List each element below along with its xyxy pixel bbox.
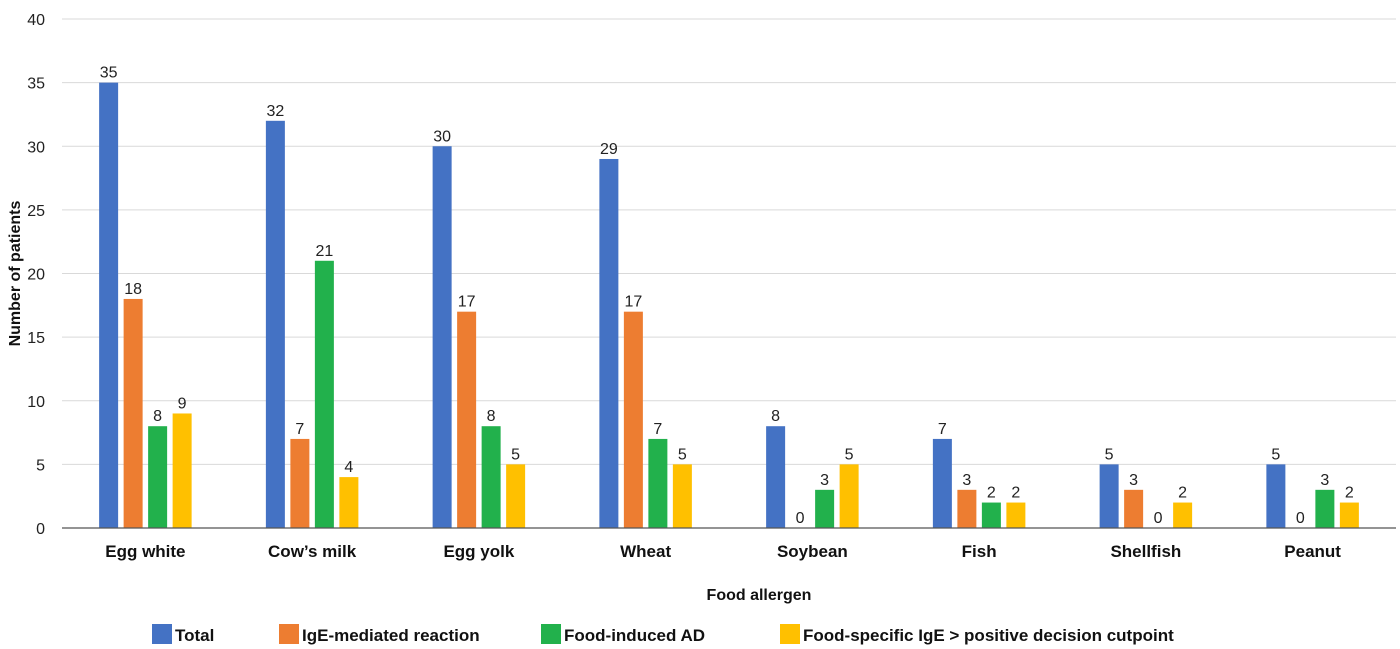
y-tick-label: 0 bbox=[36, 521, 45, 538]
data-label: 3 bbox=[1129, 472, 1138, 489]
bar bbox=[314, 260, 334, 528]
bar bbox=[290, 438, 310, 528]
x-tick-label: Cow’s milk bbox=[268, 542, 357, 561]
data-label: 5 bbox=[1105, 446, 1114, 463]
data-label: 5 bbox=[678, 446, 687, 463]
data-label: 9 bbox=[178, 395, 187, 412]
bar bbox=[1339, 502, 1359, 528]
data-label: 8 bbox=[153, 408, 162, 425]
legend-label: IgE-mediated reaction bbox=[302, 626, 480, 645]
bar bbox=[623, 311, 643, 528]
bar bbox=[815, 489, 835, 528]
data-label: 2 bbox=[1345, 485, 1354, 502]
y-tick-label: 25 bbox=[27, 203, 45, 220]
legend: Total IgE-mediated reaction Food-induced A… bbox=[152, 624, 1174, 645]
x-axis-title: Food allergen bbox=[707, 587, 812, 604]
data-label: 18 bbox=[124, 281, 142, 298]
data-label: 5 bbox=[511, 446, 520, 463]
data-label: 32 bbox=[266, 103, 284, 120]
x-tick-label: Egg yolk bbox=[443, 542, 514, 561]
data-label: 4 bbox=[344, 459, 353, 476]
data-label: 17 bbox=[458, 294, 476, 311]
data-label: 21 bbox=[315, 243, 333, 260]
data-label: 7 bbox=[653, 421, 662, 438]
data-label: 2 bbox=[987, 485, 996, 502]
bar bbox=[172, 413, 192, 528]
x-tick-label: Soybean bbox=[777, 542, 848, 561]
bar bbox=[457, 311, 477, 528]
data-label: 17 bbox=[624, 294, 642, 311]
data-label: 8 bbox=[487, 408, 496, 425]
y-tick-label: 40 bbox=[27, 12, 45, 29]
data-label: 3 bbox=[1320, 472, 1329, 489]
y-tick-label: 5 bbox=[36, 457, 45, 474]
y-axis-ticks: 0 5 10 15 20 25 30 35 40 bbox=[27, 12, 45, 538]
legend-swatch bbox=[152, 624, 172, 644]
bar bbox=[1315, 489, 1335, 528]
data-label: 2 bbox=[1011, 485, 1020, 502]
data-label: 3 bbox=[820, 472, 829, 489]
data-label: 7 bbox=[295, 421, 304, 438]
bar bbox=[99, 82, 119, 528]
gridlines bbox=[62, 18, 1396, 465]
bar bbox=[672, 464, 692, 528]
x-tick-label: Wheat bbox=[620, 542, 671, 561]
data-label: 3 bbox=[962, 472, 971, 489]
data-label: 8 bbox=[771, 408, 780, 425]
bar bbox=[506, 464, 526, 528]
x-tick-label: Peanut bbox=[1284, 542, 1341, 561]
legend-label: Food-specific IgE > positive decision cu… bbox=[803, 626, 1174, 645]
bar bbox=[1124, 489, 1144, 528]
y-tick-label: 20 bbox=[27, 267, 45, 284]
bars bbox=[99, 82, 1359, 529]
bar bbox=[481, 426, 501, 528]
data-label: 2 bbox=[1178, 485, 1187, 502]
bar bbox=[648, 438, 668, 528]
bar bbox=[1266, 464, 1286, 528]
legend-label: Food-induced AD bbox=[564, 626, 705, 645]
bar bbox=[432, 146, 452, 528]
x-tick-label: Shellfish bbox=[1110, 542, 1181, 561]
data-label: 29 bbox=[600, 141, 618, 158]
bar bbox=[981, 502, 1001, 528]
x-tick-label: Fish bbox=[962, 542, 997, 561]
bar bbox=[148, 426, 168, 528]
bar bbox=[123, 298, 143, 528]
bar bbox=[766, 426, 786, 528]
data-label: 30 bbox=[433, 128, 451, 145]
bar bbox=[957, 489, 977, 528]
data-label: 7 bbox=[938, 421, 947, 438]
data-label: 0 bbox=[1154, 510, 1163, 527]
bar bbox=[839, 464, 859, 528]
legend-label: Total bbox=[175, 626, 214, 645]
bar bbox=[1006, 502, 1026, 528]
bar bbox=[599, 158, 619, 528]
bar bbox=[1173, 502, 1193, 528]
y-tick-label: 10 bbox=[27, 394, 45, 411]
x-tick-label: Egg white bbox=[105, 542, 185, 561]
legend-swatch bbox=[780, 624, 800, 644]
legend-swatch bbox=[279, 624, 299, 644]
data-label: 5 bbox=[1271, 446, 1280, 463]
data-label: 0 bbox=[796, 510, 805, 527]
y-tick-label: 30 bbox=[27, 139, 45, 156]
x-axis-ticks: Egg white Cow’s milk Egg yolk Wheat Soybean F… bbox=[105, 542, 1341, 561]
bar bbox=[265, 120, 285, 529]
bar bbox=[339, 477, 359, 528]
y-tick-label: 15 bbox=[27, 330, 45, 347]
data-label: 0 bbox=[1296, 510, 1305, 527]
bar bbox=[932, 438, 952, 528]
bar bbox=[1099, 464, 1119, 528]
y-tick-label: 35 bbox=[27, 76, 45, 93]
y-axis-title: Number of patients bbox=[7, 201, 24, 347]
data-label: 35 bbox=[100, 65, 118, 82]
data-label: 5 bbox=[845, 446, 854, 463]
legend-swatch bbox=[541, 624, 561, 644]
